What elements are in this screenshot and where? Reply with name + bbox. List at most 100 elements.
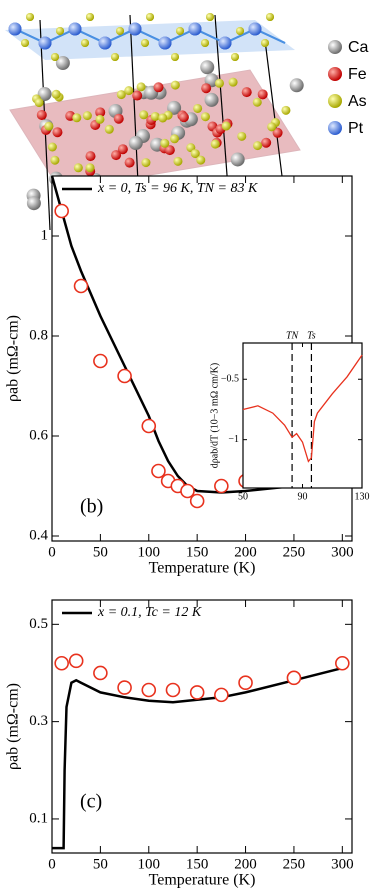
atom-as bbox=[81, 39, 89, 47]
atom-pt bbox=[248, 22, 262, 36]
atom-as bbox=[201, 39, 209, 47]
atom-fe bbox=[261, 137, 272, 148]
atom-fe bbox=[164, 145, 175, 156]
y-tick-label: −1 bbox=[228, 434, 239, 445]
data-point bbox=[151, 463, 166, 479]
panel-label: (c) bbox=[80, 791, 102, 813]
atom-as bbox=[158, 113, 168, 123]
atom-fe bbox=[257, 89, 268, 100]
atom-fe bbox=[153, 82, 164, 93]
atom-as bbox=[237, 131, 247, 141]
data-point bbox=[73, 278, 89, 294]
data-point bbox=[189, 685, 205, 700]
data-line bbox=[50, 175, 343, 494]
legend-label: Ca bbox=[348, 39, 369, 56]
atom-as bbox=[95, 114, 105, 124]
legend-atom bbox=[328, 67, 342, 81]
y-axis-label: dρab/dT (10−3 mΩ cm/K) bbox=[209, 363, 220, 468]
x-axis-label: Temperature (K) bbox=[149, 560, 256, 577]
atom-pt bbox=[188, 22, 202, 36]
x-tick-label: 200 bbox=[234, 856, 257, 872]
data-point bbox=[189, 493, 205, 509]
atom-as bbox=[176, 27, 184, 35]
panel-label: (b) bbox=[80, 496, 103, 518]
atom-fe bbox=[113, 113, 124, 124]
atom-fe bbox=[52, 127, 63, 138]
data-point bbox=[286, 670, 302, 686]
atom-as bbox=[228, 77, 238, 87]
atom-as bbox=[171, 53, 179, 61]
data-point bbox=[117, 680, 132, 695]
atom-ca bbox=[289, 78, 304, 93]
atom-as bbox=[26, 13, 34, 21]
atom-as bbox=[267, 122, 277, 132]
atom-fe bbox=[272, 127, 283, 138]
x-tick-label: 250 bbox=[283, 856, 306, 872]
y-tick-label: 0.8 bbox=[29, 327, 48, 343]
atom-fe bbox=[178, 112, 189, 123]
atom-as bbox=[160, 138, 170, 148]
x-tick-label: 300 bbox=[331, 856, 354, 872]
atom-as bbox=[82, 111, 92, 121]
y-tick-label: 0.1 bbox=[29, 810, 48, 826]
x-tick-label: 0 bbox=[48, 544, 56, 560]
legend-label: As bbox=[348, 93, 367, 110]
atom-pt bbox=[158, 36, 172, 50]
y-tick-label: −0.5 bbox=[221, 374, 239, 385]
atom-as bbox=[170, 80, 180, 90]
atom-pt bbox=[68, 22, 82, 36]
atom-as bbox=[72, 113, 82, 123]
atom-fe bbox=[85, 151, 96, 162]
atom-fe bbox=[241, 87, 252, 98]
atom-as bbox=[139, 110, 149, 120]
atom-as bbox=[221, 121, 231, 131]
data-line bbox=[242, 354, 363, 463]
data-point bbox=[180, 483, 195, 499]
atom-as bbox=[136, 82, 146, 92]
atom-pt bbox=[8, 22, 22, 36]
data-point bbox=[93, 353, 108, 369]
legend-label: Pt bbox=[348, 120, 364, 137]
x-axis-label: Temperature (K) bbox=[149, 872, 256, 889]
y-tick-label: 0.3 bbox=[29, 713, 48, 729]
atom-as bbox=[266, 13, 274, 21]
atom-as bbox=[190, 149, 200, 159]
data-point bbox=[214, 478, 229, 494]
plot-frame bbox=[51, 599, 353, 854]
atom-ca bbox=[204, 92, 219, 107]
marker-label: Ts bbox=[307, 330, 316, 341]
data-point bbox=[68, 653, 84, 669]
x-tick-label: 50 bbox=[238, 491, 248, 502]
y-tick-label: 0.6 bbox=[29, 427, 48, 443]
atom-as bbox=[104, 124, 114, 134]
atom-as bbox=[141, 158, 151, 168]
x-tick-label: 90 bbox=[298, 491, 308, 502]
atom-as bbox=[51, 89, 61, 99]
atom-ca bbox=[167, 100, 182, 115]
atom-fe bbox=[201, 83, 212, 94]
data-point bbox=[141, 418, 157, 434]
atom-as bbox=[86, 13, 94, 21]
atom-as bbox=[34, 98, 44, 108]
data-point bbox=[54, 203, 69, 219]
atom-pt bbox=[38, 36, 52, 50]
atom-as bbox=[124, 86, 134, 96]
atom-fe bbox=[95, 107, 106, 118]
plot-frame bbox=[242, 342, 363, 489]
atom-as bbox=[50, 155, 60, 165]
data-point bbox=[335, 655, 350, 671]
atom-fe bbox=[111, 150, 122, 161]
atom-as bbox=[252, 97, 262, 107]
legend-label: x = 0, Ts = 96 K, TN = 83 K bbox=[97, 181, 258, 196]
atom-as bbox=[210, 139, 220, 149]
atom-as bbox=[73, 163, 83, 173]
atom-pt bbox=[218, 36, 232, 50]
x-tick-label: 200 bbox=[234, 544, 257, 560]
data-point bbox=[117, 368, 132, 384]
x-tick-label: 250 bbox=[283, 544, 306, 560]
atom-as bbox=[193, 103, 203, 113]
y-tick-label: 0.4 bbox=[29, 527, 48, 543]
y-tick-label: 1 bbox=[41, 227, 49, 243]
data-line bbox=[52, 666, 343, 850]
atom-as bbox=[173, 156, 183, 166]
